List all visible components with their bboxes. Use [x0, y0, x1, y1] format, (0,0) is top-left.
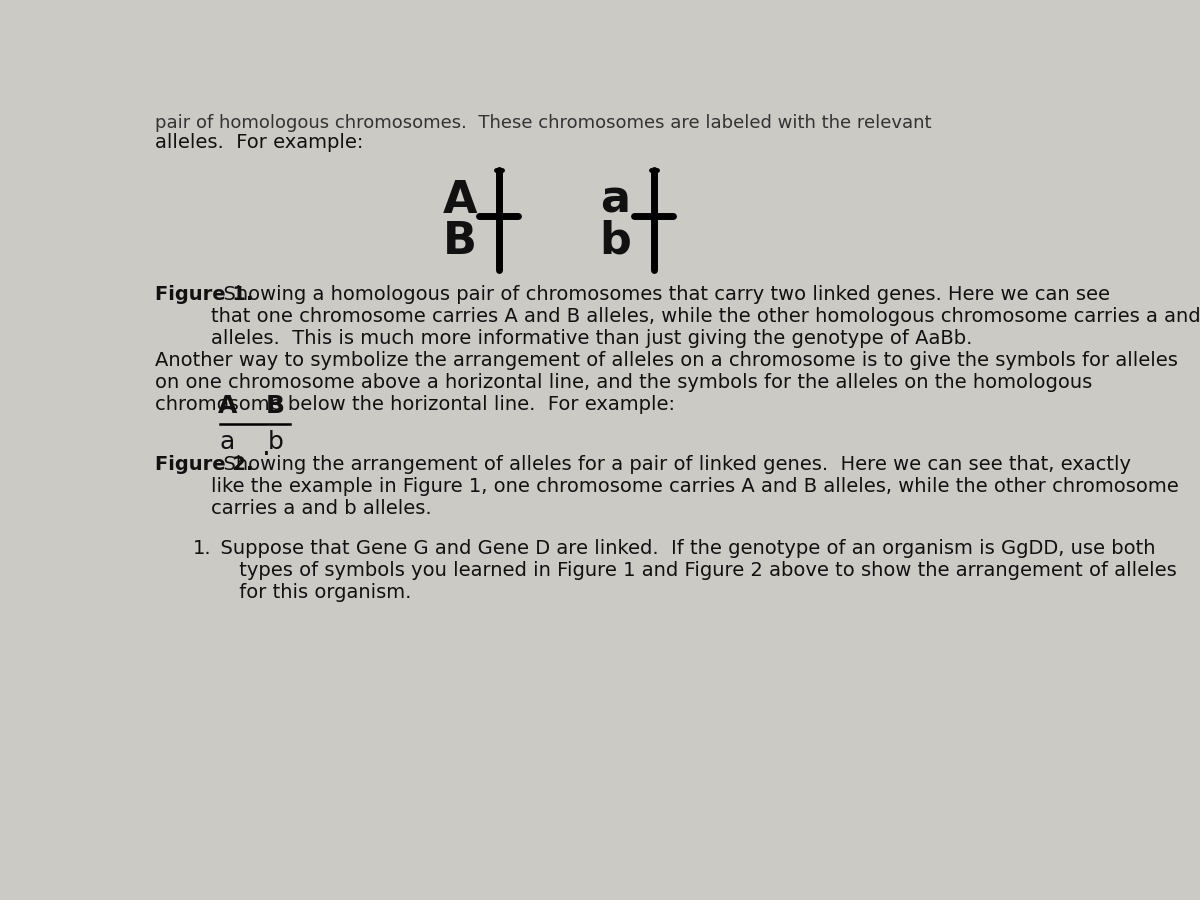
Text: b: b: [599, 220, 631, 263]
Text: Another way to symbolize the arrangement of alleles on a chromosome is to give t: Another way to symbolize the arrangement…: [156, 351, 1178, 414]
Text: Figure 2.: Figure 2.: [156, 454, 254, 473]
Text: Showing the arrangement of alleles for a pair of linked genes.  Here we can see : Showing the arrangement of alleles for a…: [211, 454, 1178, 518]
Text: B: B: [443, 220, 478, 263]
Text: .: .: [262, 433, 271, 461]
Text: b: b: [268, 430, 283, 454]
Text: A: A: [443, 179, 478, 222]
Text: A: A: [218, 393, 238, 418]
Text: alleles.  For example:: alleles. For example:: [156, 132, 364, 151]
Text: pair of homologous chromosomes.  These chromosomes are labeled with the relevant: pair of homologous chromosomes. These ch…: [156, 114, 932, 132]
Text: Showing a homologous pair of chromosomes that carry two linked genes. Here we ca: Showing a homologous pair of chromosomes…: [211, 285, 1200, 348]
Text: Suppose that Gene G and Gene D are linked.  If the genotype of an organism is Gg: Suppose that Gene G and Gene D are linke…: [208, 539, 1177, 602]
Text: Figure 1.: Figure 1.: [156, 285, 254, 304]
Text: B: B: [266, 393, 286, 418]
Text: 1.: 1.: [193, 539, 211, 558]
Text: a: a: [220, 430, 235, 454]
Text: a: a: [600, 179, 630, 222]
